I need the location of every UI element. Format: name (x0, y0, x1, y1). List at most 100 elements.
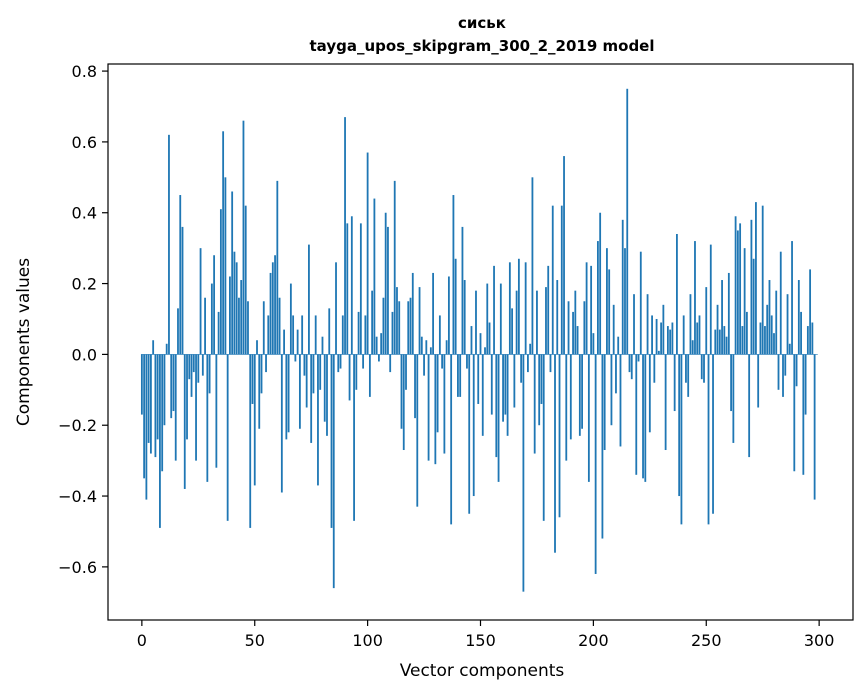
bar-234 (669, 329, 672, 355)
bar-198 (587, 354, 590, 482)
bar-164 (511, 308, 514, 355)
bar-149 (477, 354, 480, 404)
y-tick-label: −0.4 (58, 487, 97, 506)
bar-138 (452, 195, 455, 355)
bar-210 (615, 354, 617, 394)
bar-157 (495, 354, 498, 458)
bar-37 (224, 177, 227, 355)
bar-41 (233, 251, 236, 355)
bar-64 (285, 354, 288, 440)
bar-87 (337, 354, 340, 373)
bar-129 (432, 272, 434, 355)
bar-32 (213, 255, 216, 355)
bar-295 (806, 326, 809, 355)
bar-91 (346, 223, 349, 355)
bar-36 (222, 131, 225, 355)
bar-200 (592, 333, 595, 355)
bar-226 (651, 315, 653, 355)
bar-288 (791, 241, 793, 355)
bar-134 (443, 354, 446, 454)
bar-190 (569, 354, 572, 440)
bar-153 (486, 283, 489, 355)
y-axis-label: Components values (14, 258, 34, 426)
bar-34 (217, 311, 220, 355)
bar-150 (479, 333, 482, 355)
bar-84 (330, 354, 333, 528)
bar-225 (648, 354, 651, 433)
bar-283 (779, 251, 782, 355)
bar-277 (766, 304, 769, 355)
bar-30 (208, 354, 211, 394)
bar-245 (694, 241, 696, 355)
bar-1 (143, 354, 146, 479)
y-tick-label: 0.0 (72, 345, 97, 364)
bar-236 (673, 354, 676, 412)
bar-24 (195, 354, 197, 461)
bar-67 (292, 315, 295, 355)
bar-4 (149, 354, 152, 454)
bar-121 (414, 354, 416, 419)
bar-50 (253, 354, 256, 486)
bar-18 (181, 226, 184, 355)
bar-118 (407, 301, 410, 355)
bar-197 (585, 262, 588, 355)
bar-77 (314, 315, 317, 355)
bar-140 (457, 354, 459, 397)
bar-230 (660, 322, 663, 355)
bar-248 (700, 354, 703, 380)
bar-93 (350, 216, 353, 355)
bar-242 (687, 354, 690, 397)
bar-146 (470, 326, 473, 355)
bar-81 (323, 354, 326, 422)
bar-89 (341, 315, 344, 355)
bar-79 (319, 354, 322, 390)
bar-97 (359, 223, 362, 355)
bar-170 (524, 262, 527, 355)
bar-88 (339, 354, 342, 369)
bar-233 (666, 326, 669, 355)
bar-217 (630, 354, 633, 380)
bar-28 (204, 297, 206, 355)
bar-261 (730, 354, 732, 412)
bar-56 (267, 315, 270, 355)
bar-227 (653, 354, 656, 383)
bar-279 (770, 315, 773, 355)
bar-263 (734, 216, 737, 355)
bar-204 (601, 354, 604, 539)
bar-113 (396, 287, 398, 355)
bar-240 (682, 315, 685, 355)
bar-158 (497, 354, 500, 482)
bar-195 (581, 354, 583, 429)
bar-14 (172, 354, 175, 412)
bar-9 (161, 354, 164, 472)
bar-114 (398, 301, 401, 355)
bar-48 (249, 354, 252, 528)
bar-101 (368, 354, 371, 397)
bar-74 (308, 244, 310, 355)
bar-115 (400, 354, 403, 429)
x-tick-label: 200 (578, 631, 609, 650)
bar-284 (782, 354, 784, 397)
bar-72 (303, 354, 306, 376)
y-axis-ticks: −0.6 −0.4 −0.2 0.0 0.2 0.4 0.6 0.8 (58, 62, 108, 577)
y-tick-label: 0.2 (72, 275, 97, 294)
bar-214 (624, 248, 626, 355)
bar-43 (238, 297, 240, 355)
bar-276 (764, 326, 766, 355)
bar-51 (256, 340, 258, 355)
bar-151 (481, 354, 484, 436)
bar-162 (506, 354, 509, 436)
bar-171 (527, 354, 529, 373)
bar-220 (637, 354, 640, 362)
bar-137 (450, 354, 453, 525)
bar-262 (732, 354, 735, 443)
bar-29 (206, 354, 209, 482)
bar-272 (755, 202, 757, 355)
bar-196 (583, 301, 586, 355)
bar-216 (628, 354, 631, 373)
bar-62 (280, 354, 283, 493)
bar-219 (635, 354, 638, 475)
bar-163 (508, 262, 511, 355)
bar-173 (531, 177, 534, 355)
y-tick-label: 0.4 (72, 204, 97, 223)
